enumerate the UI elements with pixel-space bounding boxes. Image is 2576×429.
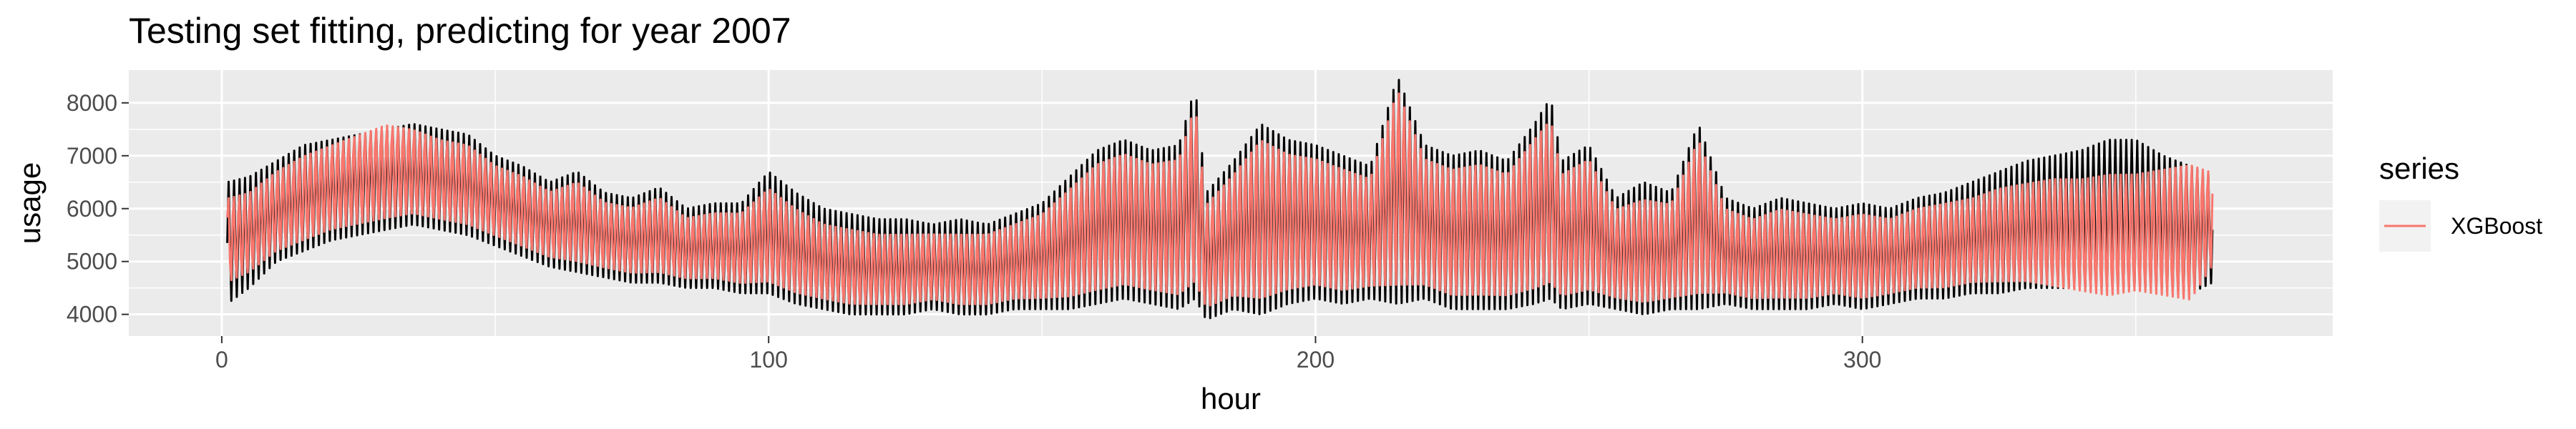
x-tick-label: 100 <box>749 347 787 373</box>
x-axis-title: hour <box>1201 382 1261 415</box>
y-tick-label: 5000 <box>67 249 117 275</box>
legend: series XGBoost <box>2379 152 2542 252</box>
legend-label-xgboost: XGBoost <box>2451 213 2542 239</box>
chart-title: Testing set fitting, predicting for year… <box>129 11 791 51</box>
y-tick-label: 4000 <box>67 302 117 327</box>
y-tick-label: 7000 <box>67 143 117 169</box>
y-tick-label: 8000 <box>67 90 117 116</box>
x-axis: 0 100 200 300 <box>215 336 1881 373</box>
y-axis-title: usage <box>13 162 47 244</box>
legend-title: series <box>2379 152 2459 185</box>
series-xgboost-line <box>226 92 2214 307</box>
x-tick-label: 200 <box>1297 347 1335 373</box>
y-axis: 4000 5000 6000 7000 8000 <box>67 90 129 327</box>
x-tick-label: 0 <box>215 347 228 373</box>
x-tick-label: 300 <box>1843 347 1881 373</box>
y-tick-label: 6000 <box>67 196 117 222</box>
series-path <box>226 92 2214 307</box>
